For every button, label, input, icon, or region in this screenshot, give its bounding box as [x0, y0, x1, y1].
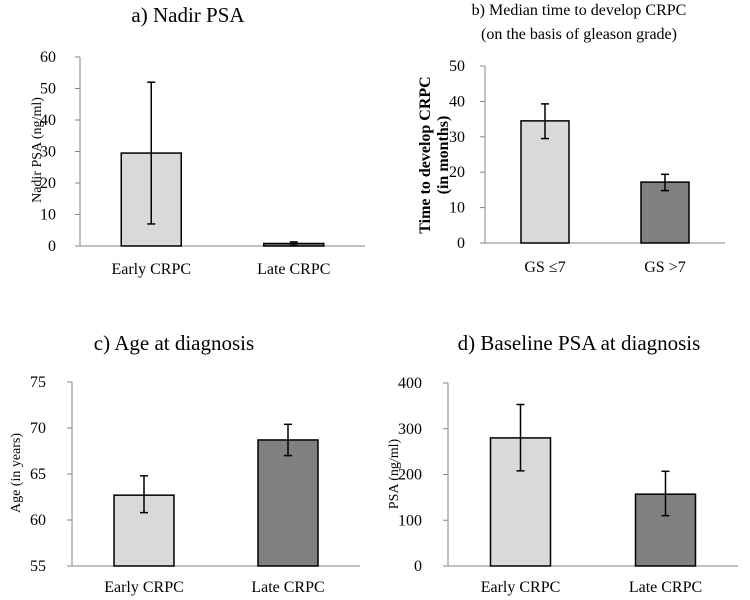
y-tick-label: 0 — [457, 235, 465, 252]
y-tick-label: 40 — [40, 112, 56, 129]
y-tick-label: 50 — [40, 81, 56, 98]
x-category-label: Early CRPC — [481, 579, 561, 596]
y-tick-label: 60 — [30, 512, 46, 529]
y-tick-label: 300 — [398, 421, 422, 438]
y-tick-label: 30 — [449, 129, 465, 146]
x-category-label: GS >7 — [644, 259, 685, 276]
chart-panel-4: d) Baseline PSA at diagnosis PSA (ng/ml) 0… — [387, 331, 738, 596]
bar-2 — [257, 439, 319, 567]
y-axis-label: Time to develop CRPC(in months) — [417, 76, 452, 233]
chart-title: a) Nadir PSA — [131, 3, 245, 27]
bar-2 — [640, 181, 690, 244]
y-tick-label: 0 — [414, 558, 422, 575]
y-tick-label: 0 — [48, 238, 56, 255]
y-tick-label: 65 — [30, 466, 46, 483]
chart-title: d) Baseline PSA at diagnosis — [458, 331, 701, 355]
chart-title: c) Age at diagnosis — [94, 331, 254, 355]
bar-1 — [520, 120, 570, 244]
x-category-label: GS ≤7 — [524, 259, 565, 276]
chart-title: b) Median time to develop CRPC — [472, 2, 687, 19]
y-tick-label: 400 — [398, 375, 422, 392]
y-tick-label: 75 — [30, 374, 46, 391]
chart-panel-2: b) Median time to develop CRPC (on the ba… — [417, 2, 725, 276]
chart-title: (on the basis of gleason grade) — [481, 26, 677, 43]
x-category-label: Late CRPC — [629, 579, 702, 596]
y-tick-label: 10 — [40, 207, 56, 224]
y-tick-label: 50 — [449, 58, 465, 75]
y-tick-label: 40 — [449, 93, 465, 110]
chart-panel-3: c) Age at diagnosis Age (in years) 55 60 65 7… — [9, 331, 360, 596]
x-category-label: Late CRPC — [251, 579, 324, 596]
y-tick-label: 55 — [30, 558, 46, 575]
y-axis-label-line: Time to develop CRPC — [417, 76, 434, 233]
chart-panel-1: a) Nadir PSA Nadir PSA (ng/ml) 0 10 20 30 40 50… — [30, 3, 365, 278]
y-tick-label: 200 — [398, 467, 422, 484]
x-category-label: Early CRPC — [111, 261, 191, 278]
y-axis-label: PSA (ng/ml) — [387, 438, 402, 509]
x-category-label: Late CRPC — [257, 261, 330, 278]
y-tick-label: 70 — [30, 420, 46, 437]
y-tick-label: 100 — [398, 512, 422, 529]
x-category-label: Early CRPC — [104, 579, 184, 596]
y-tick-label: 20 — [40, 175, 56, 192]
y-tick-label: 10 — [449, 200, 465, 217]
y-axis-label-line: (in months) — [435, 116, 452, 195]
y-axis-label: Age (in years) — [9, 433, 24, 513]
y-tick-label: 20 — [449, 164, 465, 181]
y-axis-label: Nadir PSA (ng/ml) — [30, 97, 45, 203]
y-tick-label: 30 — [40, 144, 56, 161]
y-tick-label: 60 — [40, 49, 56, 66]
